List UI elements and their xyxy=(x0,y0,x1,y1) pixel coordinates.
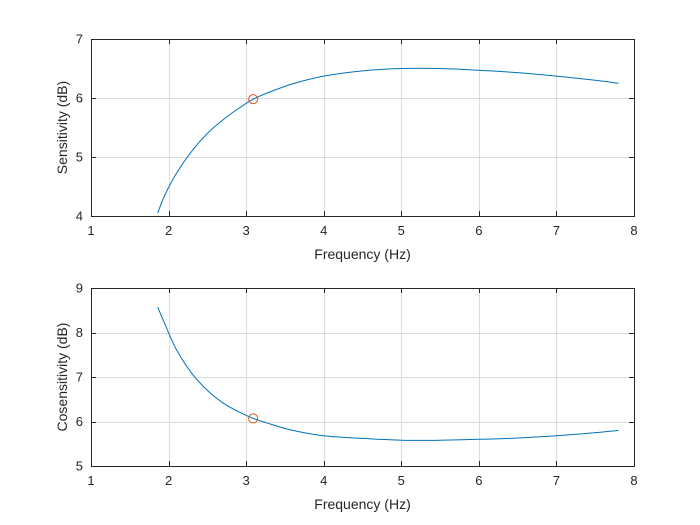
cosensitivity-y-tick-label: 5 xyxy=(76,459,83,474)
sensitivity-data xyxy=(157,67,619,214)
cosensitivity-x-tick-label: 1 xyxy=(87,473,94,488)
sensitivity-x-tick-label: 3 xyxy=(243,223,250,238)
sensitivity-y-tick-label: 4 xyxy=(76,209,83,224)
cosensitivity-tick-labels: 1 2 3 4 5 6 7 8 5 6 7 8 9 xyxy=(76,281,638,489)
cosensitivity-x-tick-label: 2 xyxy=(165,473,172,488)
cosensitivity-data xyxy=(157,306,619,441)
sensitivity-series-line xyxy=(157,67,619,214)
sensitivity-x-tick-label: 1 xyxy=(87,223,94,238)
cosensitivity-x-tick-label: 3 xyxy=(243,473,250,488)
cosensitivity-plot: 1 2 3 4 5 6 7 8 5 6 7 8 9 Frequency (Hz) Cosensitivi… xyxy=(54,281,638,513)
cosensitivity-x-axis-label: Frequency (Hz) xyxy=(314,496,410,512)
sensitivity-axes-box xyxy=(91,39,635,217)
cosensitivity-x-tick-label: 6 xyxy=(475,473,482,488)
sensitivity-y-tick-label: 7 xyxy=(76,32,83,47)
cosensitivity-y-axis-label: Cosensitivity (dB) xyxy=(54,323,70,432)
sensitivity-y-tick-label: 6 xyxy=(76,91,83,106)
sensitivity-plot: 1 2 3 4 5 6 7 8 4 5 6 7 Frequency (Hz) Sensitivity … xyxy=(54,32,638,263)
cosensitivity-x-tick-label: 5 xyxy=(398,473,405,488)
cosensitivity-series-line xyxy=(157,306,619,441)
sensitivity-x-tick-label: 2 xyxy=(165,223,172,238)
cosensitivity-x-tick-label: 8 xyxy=(630,473,637,488)
sensitivity-x-tick-label: 8 xyxy=(630,223,637,238)
cosensitivity-y-tick-label: 8 xyxy=(76,325,83,340)
cosensitivity-y-tick-label: 9 xyxy=(76,281,83,296)
sensitivity-grid xyxy=(91,39,634,216)
cosensitivity-grid xyxy=(91,288,634,466)
cosensitivity-ticks xyxy=(91,288,635,467)
sensitivity-ticks xyxy=(91,39,635,217)
sensitivity-tick-labels: 1 2 3 4 5 6 7 8 4 5 6 7 xyxy=(76,32,638,239)
cosensitivity-y-tick-label: 6 xyxy=(76,414,83,429)
sensitivity-x-tick-label: 5 xyxy=(398,223,405,238)
sensitivity-x-tick-label: 7 xyxy=(553,223,560,238)
sensitivity-marker-point xyxy=(248,94,259,105)
sensitivity-x-axis-label: Frequency (Hz) xyxy=(314,246,410,262)
cosensitivity-x-tick-label: 4 xyxy=(320,473,327,488)
sensitivity-axes-background xyxy=(91,39,634,216)
sensitivity-x-tick-label: 6 xyxy=(475,223,482,238)
sensitivity-y-axis-label: Sensitivity (dB) xyxy=(54,81,70,174)
sensitivity-y-tick-label: 5 xyxy=(76,150,83,165)
cosensitivity-x-tick-label: 7 xyxy=(553,473,560,488)
cosensitivity-y-tick-label: 7 xyxy=(76,370,83,385)
cosensitivity-marker-point xyxy=(248,413,259,424)
sensitivity-x-tick-label: 4 xyxy=(320,223,327,238)
